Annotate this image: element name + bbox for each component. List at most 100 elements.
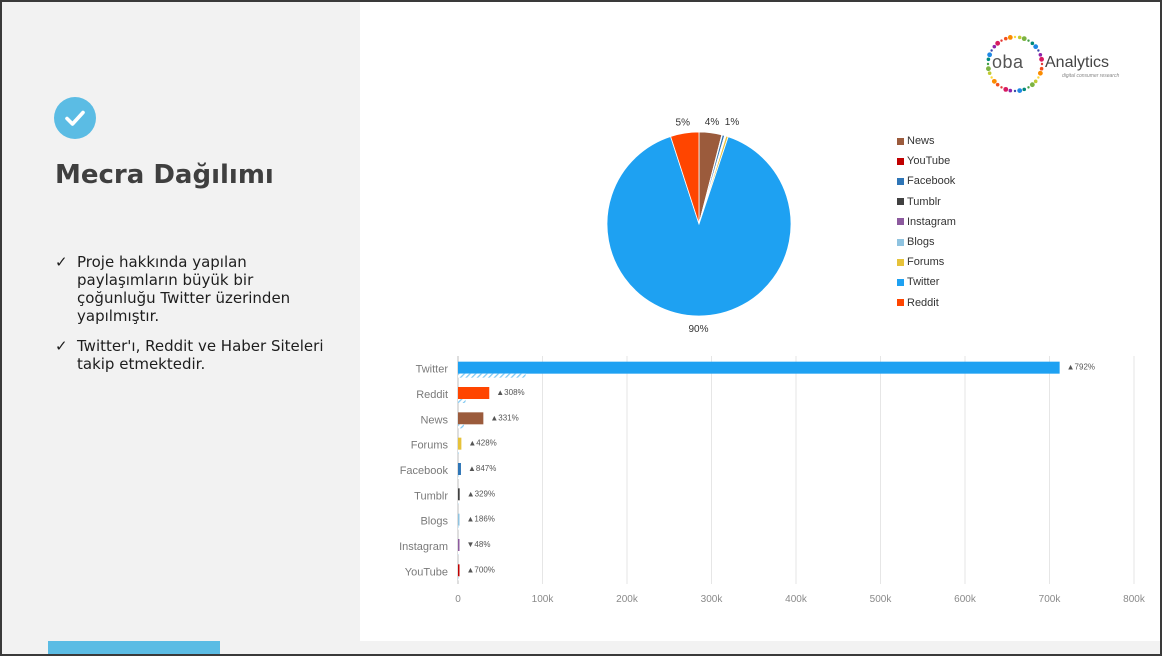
- bar-chart: 0 100k 200k 300k 400k 500k 600k 700k 800k Twitter…: [399, 356, 1146, 605]
- bar-news: [458, 412, 484, 425]
- legend-swatch: [897, 238, 904, 246]
- legend-swatch: [897, 299, 904, 307]
- logo-dot: [1003, 36, 1008, 41]
- legend-label: Instagram: [907, 215, 956, 228]
- logo-dot: [1029, 82, 1035, 88]
- logo-dot: [1037, 76, 1040, 79]
- legend-label: News: [907, 135, 935, 148]
- pie-legend: News YouTube Facebook Tumblr Instagram Blogs F…: [897, 131, 956, 313]
- pie-slice-reddit: [670, 131, 700, 225]
- bar-forums: [458, 437, 462, 450]
- logo-dot: [987, 71, 992, 76]
- pie-data-label: 4%: [705, 117, 720, 128]
- slide-title: Mecra Dağılımı: [55, 160, 274, 190]
- legend-item: Tumblr: [897, 192, 956, 212]
- logo-dot: [990, 76, 993, 79]
- x-tick-label: 100k: [532, 594, 555, 605]
- checkmark-icon: ✓: [55, 253, 68, 271]
- y-category-label: Twitter: [416, 364, 449, 376]
- logo-dot: [1033, 79, 1038, 84]
- change-label: ▲847%: [468, 464, 496, 473]
- logo-name: Analytics: [1045, 54, 1110, 71]
- logo-dot: [1003, 86, 1009, 92]
- x-tick-label: 0: [455, 594, 461, 605]
- change-label: ▲792%: [1067, 363, 1095, 372]
- logo-dot: [1039, 66, 1044, 71]
- change-label: ▲428%: [468, 439, 496, 448]
- pie-data-label: 5%: [676, 117, 691, 128]
- logo-dot: [1000, 39, 1003, 42]
- legend-item: Facebook: [897, 171, 956, 191]
- left-panel: Mecra Dağılımı ✓ Proje hakkında yapılan …: [0, 0, 360, 656]
- legend-swatch: [897, 258, 904, 266]
- prev-bar-blogs: [458, 525, 459, 530]
- logo-dot: [1037, 70, 1043, 76]
- pie-data-label: 90%: [689, 324, 709, 335]
- bar-twitter: [458, 361, 1060, 374]
- logo-dot: [1027, 39, 1030, 42]
- logo-dot: [986, 57, 991, 62]
- legend-swatch: [897, 218, 904, 226]
- logo-dots-icon: [986, 35, 1044, 93]
- logo-dot: [991, 78, 997, 84]
- logo-dot: [987, 52, 993, 58]
- legend-label: Blogs: [907, 236, 935, 249]
- legend-label: Tumblr: [907, 195, 941, 208]
- prev-bar-twitter: [458, 373, 526, 378]
- bar-youtube: [458, 564, 460, 577]
- logo-dot: [1008, 88, 1013, 93]
- prev-bar-youtube: [458, 576, 459, 581]
- legend-label: Reddit: [907, 296, 939, 309]
- logo: [975, 30, 1125, 98]
- logo-dot: [1017, 35, 1022, 40]
- logo-dot: [1013, 89, 1017, 93]
- logo-dot: [986, 62, 990, 66]
- x-tick-label: 300k: [701, 594, 724, 605]
- bullet-text: Twitter'ı, Reddit ve Haber Siteleri taki…: [77, 337, 324, 373]
- x-tick-label: 700k: [1039, 594, 1062, 605]
- pie-chart: 4% 1% 90% 5%: [606, 117, 792, 335]
- x-tick-label: 400k: [785, 594, 808, 605]
- logo-dot: [1027, 86, 1030, 89]
- logo-dot: [1021, 36, 1027, 42]
- legend-item: YouTube: [897, 151, 956, 171]
- legend-swatch: [897, 177, 904, 185]
- change-label: ▲700%: [467, 565, 495, 574]
- legend-swatch: [897, 157, 904, 165]
- legend-swatch: [897, 198, 904, 206]
- footer-strip: [360, 641, 1162, 656]
- logo-dot: [986, 66, 991, 72]
- x-tick-label: 800k: [1123, 594, 1146, 605]
- pie-slice-twitter: [606, 135, 792, 317]
- logo-dot: [995, 82, 1000, 87]
- pie-data-label: 1%: [725, 117, 740, 128]
- x-tick-label: 500k: [870, 594, 893, 605]
- bar-facebook: [458, 463, 461, 475]
- bar-reddit: [458, 387, 490, 399]
- change-label: ▼48%: [467, 540, 491, 549]
- change-label: ▲308%: [496, 388, 524, 397]
- y-category-label: YouTube: [405, 566, 448, 578]
- accent-bar: [48, 641, 220, 656]
- logo-dot: [1040, 62, 1044, 66]
- prev-bar-facebook: [458, 475, 459, 479]
- y-category-label: Tumblr: [414, 490, 448, 502]
- bullet-item: ✓ Proje hakkında yapılan paylaşımların b…: [55, 253, 335, 325]
- legend-label: Facebook: [907, 175, 956, 188]
- legend-item: Reddit: [897, 293, 956, 313]
- logo-dot: [1030, 41, 1035, 46]
- legend-item: Twitter: [897, 272, 956, 292]
- bar-instagram: [458, 539, 460, 551]
- prev-bar-tumblr: [458, 500, 459, 505]
- logo-dot: [1037, 49, 1040, 52]
- legend-item: Forums: [897, 252, 956, 272]
- y-category-label: Forums: [411, 440, 449, 452]
- change-label: ▲329%: [467, 489, 495, 498]
- y-category-label: Instagram: [399, 541, 448, 553]
- bullet-list: ✓ Proje hakkında yapılan paylaşımların b…: [55, 253, 335, 385]
- logo-dot: [1033, 44, 1039, 50]
- prev-bar-reddit: [458, 399, 466, 403]
- logo-dot: [1007, 35, 1013, 40]
- legend-label: YouTube: [907, 155, 951, 168]
- checkmark-icon: ✓: [55, 337, 68, 355]
